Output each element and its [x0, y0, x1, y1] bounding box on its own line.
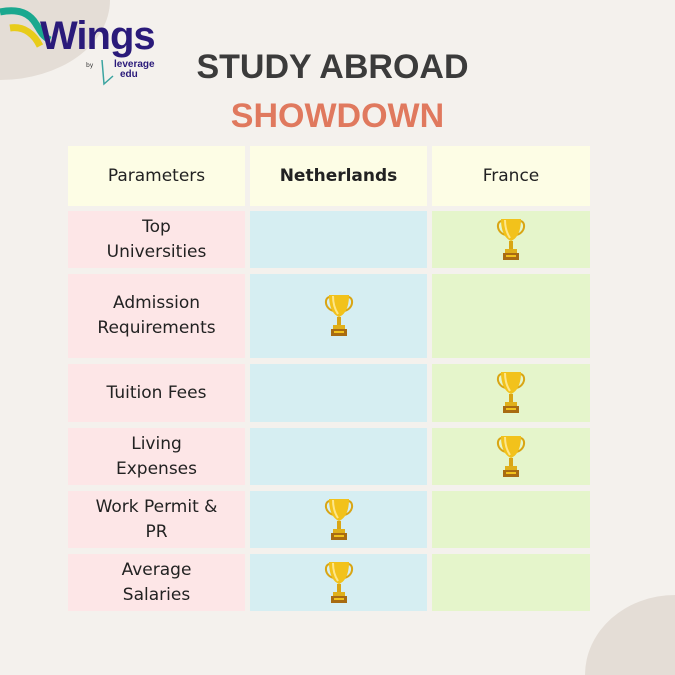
- netherlands-cell: [250, 491, 427, 548]
- parameter-cell: Tuition Fees: [68, 364, 245, 422]
- partner-line1: leverage: [114, 59, 155, 70]
- title-line2: SHOWDOWN: [230, 97, 445, 135]
- trophy-icon: [496, 435, 526, 477]
- partner-name: leverage edu: [114, 60, 155, 80]
- france-cell: [432, 364, 590, 422]
- parameter-label: Average Salaries: [121, 559, 192, 605]
- trophy-icon: [496, 218, 526, 260]
- parameter-label: Work Permit & PR: [95, 496, 218, 542]
- parameter-label: Top Universities: [106, 216, 207, 262]
- logo-swoosh-icon: [0, 7, 52, 48]
- partner-line2: edu: [120, 69, 138, 80]
- parameter-cell: Average Salaries: [68, 554, 245, 611]
- france-cell: [432, 428, 590, 485]
- title-line1: STUDY ABROAD: [196, 48, 469, 86]
- france-cell: [432, 554, 590, 611]
- france-cell: [432, 274, 590, 358]
- brand-name: Wings: [40, 14, 156, 58]
- parameter-label: Tuition Fees: [106, 382, 207, 403]
- parameter-label: Admission Requirements: [97, 293, 216, 338]
- parameter-cell: Top Universities: [68, 211, 245, 268]
- netherlands-cell: [250, 428, 427, 485]
- france-cell: [432, 491, 590, 548]
- parameter-cell: Admission Requirements: [68, 274, 245, 358]
- trophy-icon: [324, 561, 353, 603]
- parameter-cell: Work Permit & PR: [68, 491, 245, 548]
- header-netherlands: Netherlands: [250, 146, 427, 206]
- trophy-icon: [496, 372, 526, 413]
- parameter-label: Living Expenses: [116, 433, 197, 479]
- header-parameters: Parameters: [68, 146, 245, 206]
- france-cell: [432, 211, 590, 268]
- header-france: France: [432, 146, 590, 206]
- trophy-icon: [324, 295, 353, 336]
- brand-by: by: [86, 62, 94, 69]
- logo: Wings by leverage edu: [0, 0, 170, 95]
- netherlands-cell: [250, 274, 427, 358]
- leverage-logo-icon: [101, 60, 114, 86]
- decorative-blob: [585, 595, 675, 675]
- netherlands-cell: [250, 364, 427, 422]
- netherlands-cell: [250, 211, 427, 268]
- parameter-cell: Living Expenses: [68, 428, 245, 485]
- trophy-icon: [324, 498, 353, 540]
- netherlands-cell: [250, 554, 427, 611]
